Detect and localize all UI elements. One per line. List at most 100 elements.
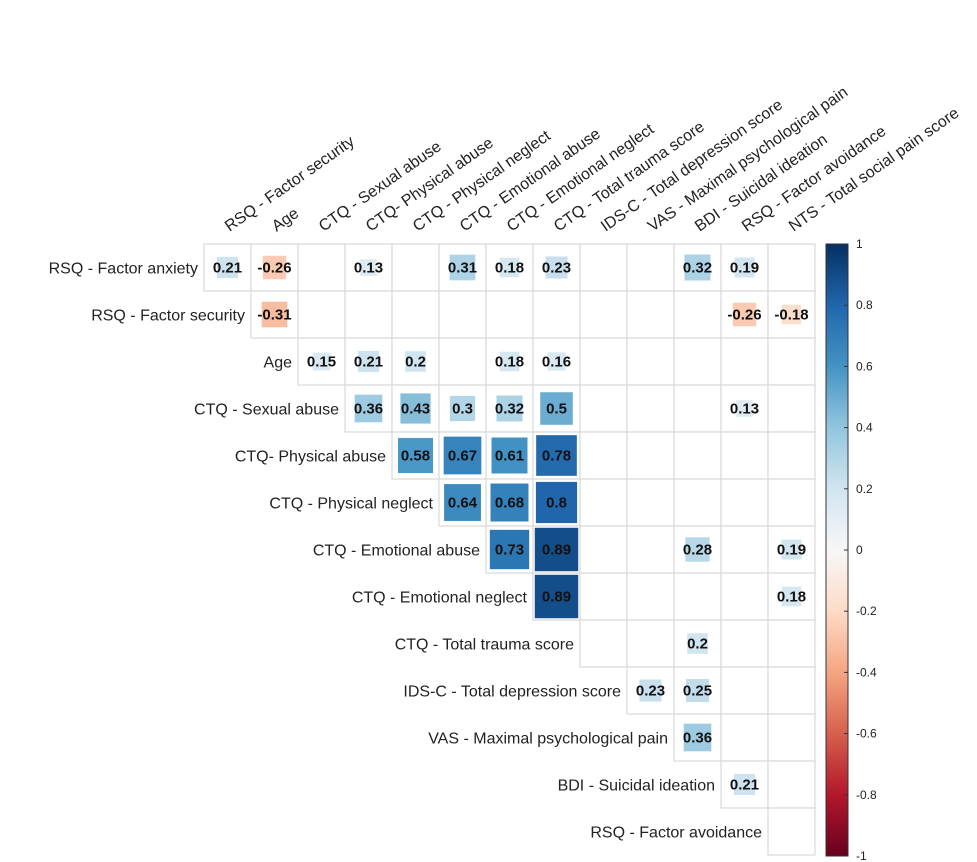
grid-cell xyxy=(438,337,487,386)
heatmap-cell xyxy=(499,257,520,278)
cell-value-label: 0.73 xyxy=(495,542,524,559)
cell-value-label: 0.15 xyxy=(307,354,336,371)
grid-cell xyxy=(720,619,769,668)
heatmap-cell xyxy=(449,254,476,281)
cell-value-label: 0.28 xyxy=(683,542,712,559)
heatmap-cell xyxy=(489,529,530,570)
grid-cell xyxy=(579,243,628,292)
cell-value-label: 0.36 xyxy=(683,730,712,747)
grid-cell xyxy=(767,478,816,527)
grid-cell xyxy=(532,290,581,339)
colorbar-tick-label: -0.2 xyxy=(856,604,877,618)
grid-cell xyxy=(626,525,675,574)
heatmap-cell xyxy=(499,351,520,372)
grid-cell xyxy=(626,478,675,527)
heatmap-cell xyxy=(781,586,802,607)
grid-cell xyxy=(579,572,628,621)
cell-value-label: 0.19 xyxy=(777,542,806,559)
cell-value-label: 0.18 xyxy=(495,354,524,371)
colorbar-tick-label: 1 xyxy=(856,237,863,251)
row-label: CTQ - Physical neglect xyxy=(269,496,433,513)
grid-cell xyxy=(720,525,769,574)
grid-cell xyxy=(720,337,769,386)
colorbar-tick-label: 0 xyxy=(856,543,863,557)
cell-value-label: 0.64 xyxy=(448,495,478,512)
cell-value-label: 0.21 xyxy=(354,354,383,371)
grid-cell xyxy=(720,431,769,480)
grid-cell xyxy=(673,431,722,480)
column-label: Age xyxy=(269,205,302,235)
row-label: CTQ- Physical abuse xyxy=(235,449,386,466)
heatmap-cell xyxy=(405,351,426,372)
heatmap-cell xyxy=(536,435,577,476)
heatmap-cell xyxy=(360,259,377,276)
grid-cell xyxy=(673,478,722,527)
cell-layer: 0.21 -0.26 0.13 0.31 0.18 0.23 0.32 0.19 -0.31 -0… xyxy=(213,254,809,796)
colorbar-tick-label: -0.8 xyxy=(856,788,877,802)
grid-cell xyxy=(579,290,628,339)
cell-value-label: -0.26 xyxy=(257,260,291,277)
heatmap-cell xyxy=(540,392,573,425)
row-label: CTQ - Emotional neglect xyxy=(352,590,528,607)
heatmap-cell xyxy=(683,723,712,752)
cell-value-label: 0.78 xyxy=(542,448,571,465)
heatmap-cell xyxy=(400,393,431,424)
grid-cell xyxy=(626,243,675,292)
grid-cell xyxy=(485,290,534,339)
grid-cell xyxy=(344,290,393,339)
grid-cell xyxy=(626,290,675,339)
heatmap-cell xyxy=(545,256,568,279)
cell-value-label: 0.16 xyxy=(542,354,571,371)
cell-value-label: 0.3 xyxy=(452,401,473,418)
cell-value-label: 0.21 xyxy=(730,777,759,794)
grid-cell xyxy=(391,290,440,339)
cell-value-label: 0.13 xyxy=(354,260,383,277)
colorbar-ticks: 1 0.8 0.6 0.4 0.2 0 -0.2 -0.4 -0.6 -0.8 -1 xyxy=(844,237,877,862)
cell-value-label: 0.89 xyxy=(542,542,571,559)
grid-cell xyxy=(250,290,299,339)
grid-cell xyxy=(720,666,769,715)
grid-cell xyxy=(579,384,628,433)
heatmap-cell xyxy=(684,254,711,281)
heatmap-cell xyxy=(444,484,481,521)
grid-cell xyxy=(767,619,816,668)
grid-cell xyxy=(626,572,675,621)
cell-value-label: 0.18 xyxy=(777,589,806,606)
cell-value-label: 0.61 xyxy=(495,448,524,465)
heatmap-cell xyxy=(262,255,287,280)
colorbar-tick-label: -0.4 xyxy=(856,665,877,679)
cell-value-label: 0.21 xyxy=(213,260,242,277)
cell-value-label: 0.89 xyxy=(542,589,571,606)
row-label: CTQ - Sexual abuse xyxy=(194,402,339,419)
heatmap-cell xyxy=(781,304,802,325)
heatmap-cell xyxy=(733,773,756,796)
grid-cell xyxy=(673,572,722,621)
heatmap-cell xyxy=(397,437,434,474)
cell-value-label: -0.18 xyxy=(774,307,808,324)
colorbar-tick-label: 0.2 xyxy=(856,482,873,496)
heatmap-cell xyxy=(687,633,708,654)
grid-cell xyxy=(720,713,769,762)
row-label: IDS-C - Total depression score xyxy=(403,684,621,701)
grid-cell xyxy=(626,619,675,668)
heatmap-cell xyxy=(534,527,579,572)
grid-cell xyxy=(767,713,816,762)
heatmap-cell xyxy=(685,678,710,703)
heatmap-cell xyxy=(357,350,380,373)
grid-cell xyxy=(626,337,675,386)
grid-cell xyxy=(626,431,675,480)
grid-cell xyxy=(673,290,722,339)
cell-value-label: 0.32 xyxy=(495,401,524,418)
cell-value-label: 0.58 xyxy=(401,448,430,465)
cell-value-label: 0.25 xyxy=(683,683,712,700)
heatmap-cell xyxy=(491,437,528,474)
grid-cell xyxy=(767,337,816,386)
heatmap-cell xyxy=(216,256,239,279)
grid-cell xyxy=(579,619,628,668)
grid-cell xyxy=(673,337,722,386)
heatmap-cell xyxy=(734,257,755,278)
heatmap-cell xyxy=(685,537,710,562)
cell-value-label: -0.31 xyxy=(257,307,291,324)
